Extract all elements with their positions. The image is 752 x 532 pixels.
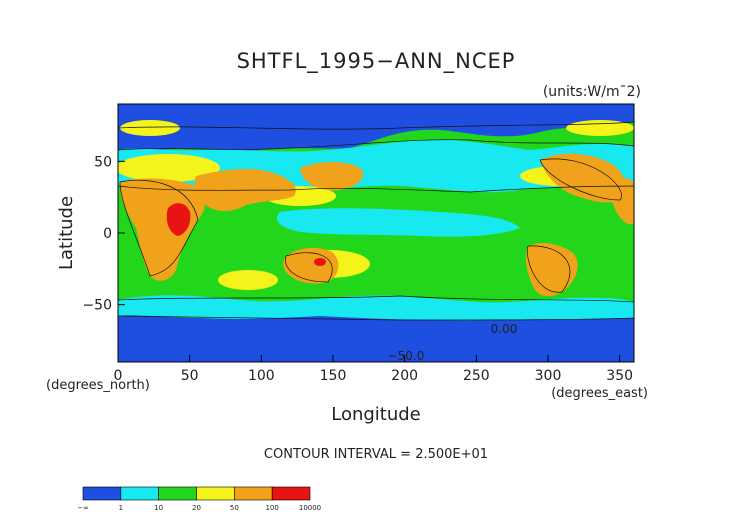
y-tick-label: 0 xyxy=(103,226,112,242)
field-red-2 xyxy=(314,258,326,266)
colorbar-tick-label: 10 xyxy=(154,504,163,512)
colorbar-tick-label: 20 xyxy=(192,504,201,512)
x-tick-label: 300 xyxy=(535,368,562,384)
x-axis-unit-label: (degrees_east) xyxy=(551,386,648,401)
field-orange-east xyxy=(611,178,634,225)
contour-label: −50.0 xyxy=(388,349,425,363)
y-tick-label: 50 xyxy=(94,154,112,170)
chart-title: SHTFL_1995−ANN_NCEP xyxy=(237,49,516,74)
units-label: (units:W/m¯2) xyxy=(543,84,641,100)
colorbar-swatch xyxy=(158,486,197,501)
colorbar-tick-label: −∞ xyxy=(77,504,89,512)
y-tick-label: −50 xyxy=(82,298,112,314)
plot-area xyxy=(118,104,634,362)
colorbar-swatch xyxy=(234,486,273,501)
axes: 0 50 100 150 200 250 300 350 −50 0 50 xyxy=(82,154,633,384)
colorbar-tick-label: 50 xyxy=(230,504,239,512)
field-red-1 xyxy=(166,203,191,236)
colorbar-swatch xyxy=(120,486,159,501)
field-yellow-5 xyxy=(120,120,180,136)
field-tropic-cyan xyxy=(276,208,520,237)
x-tick-label: 200 xyxy=(391,368,418,384)
contour-label: 0.00 xyxy=(491,322,518,336)
field-north-blue xyxy=(118,104,634,151)
x-tick-label: 150 xyxy=(320,368,347,384)
field-yellow-1 xyxy=(118,154,220,182)
colorbar-tick-label: 100 xyxy=(265,504,278,512)
field-orange-samerica xyxy=(525,243,578,297)
x-tick-label: 350 xyxy=(606,368,633,384)
field-orange-africa xyxy=(120,178,205,281)
colorbar-swatch xyxy=(271,486,311,501)
contour-lines xyxy=(118,121,634,321)
y-axis-title: Latitude xyxy=(56,196,77,270)
contour-interval-note: CONTOUR INTERVAL = 2.500E+01 xyxy=(264,447,488,462)
colorbar: −∞ 1 10 20 50 100 10000 xyxy=(77,486,321,512)
colorbar-tick-label: 1 xyxy=(119,504,123,512)
field-orange-tibet xyxy=(300,162,364,191)
y-axis-unit-label: (degrees_north) xyxy=(46,378,150,393)
colorbar-tick-label: 10000 xyxy=(299,504,321,512)
colorbar-swatch xyxy=(196,486,235,501)
x-tick-label: 100 xyxy=(248,368,275,384)
x-axis-title: Longitude xyxy=(331,404,421,425)
x-tick-label: 50 xyxy=(181,368,199,384)
field-south-cyan xyxy=(118,295,634,321)
x-tick-label: 0 xyxy=(114,368,123,384)
field-yellow-6 xyxy=(218,270,278,290)
colorbar-swatch xyxy=(82,486,122,501)
x-tick-label: 250 xyxy=(463,368,490,384)
field-orange-namerica xyxy=(540,153,626,203)
field-south-blue xyxy=(118,315,634,362)
